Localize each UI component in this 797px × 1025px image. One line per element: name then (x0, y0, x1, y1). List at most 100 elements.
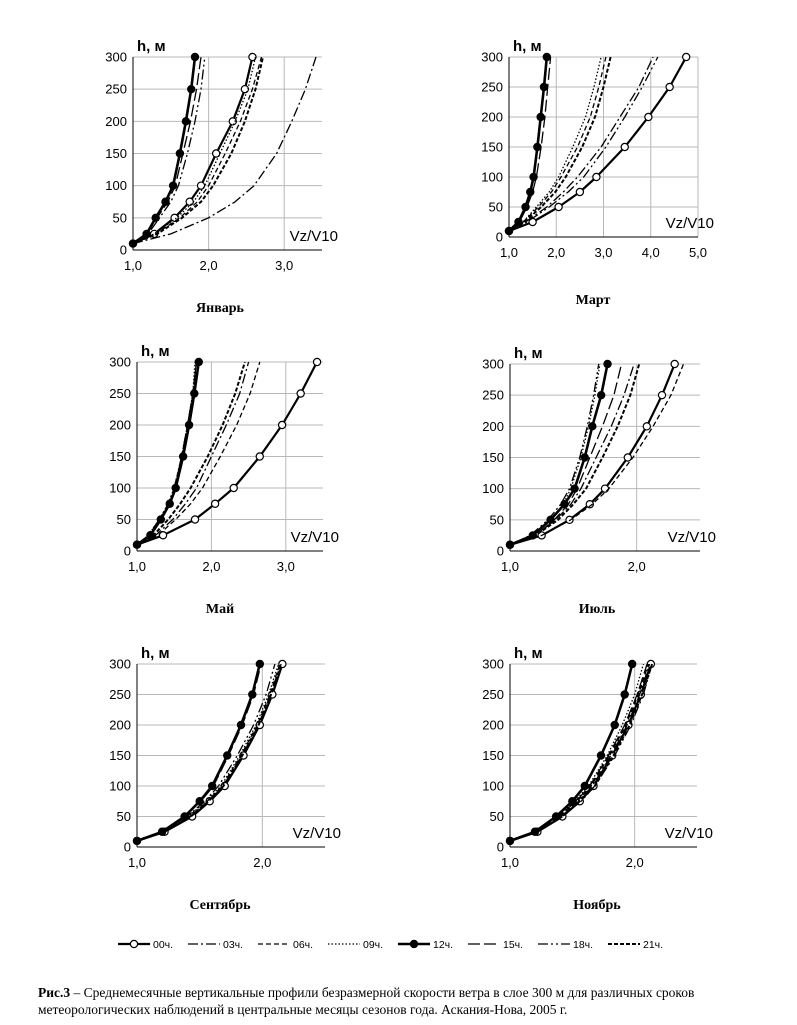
x-tick-label: 1,0 (501, 559, 519, 574)
y-axis-label: h, м (514, 645, 543, 662)
legend-entry: 12ч. (433, 939, 453, 951)
y-tick-label: 100 (105, 178, 127, 193)
x-axis-label: Vz/V10 (668, 529, 716, 546)
series-line-21ч (136, 361, 246, 546)
y-tick-label: 100 (109, 779, 131, 794)
legend-entry: 15ч. (503, 939, 523, 951)
chart-4: 0 50 100 150 200 250 300 1,0 2,0 h, м Vz/V10 Июль (482, 345, 716, 617)
x-tick-label: 2,0 (626, 855, 644, 870)
y-tick-label: 300 (109, 355, 131, 370)
data-point (554, 202, 563, 212)
legend-marker (129, 939, 139, 949)
y-tick-label: 50 (117, 512, 131, 527)
y-tick-label: 50 (117, 809, 131, 824)
series-line-00ч (509, 363, 676, 546)
x-tick-label: 2,0 (628, 559, 646, 574)
series-line-06ч (509, 363, 685, 546)
data-point (588, 422, 597, 431)
data-point (248, 52, 257, 62)
y-tick-label: 100 (482, 481, 504, 496)
data-point (194, 357, 203, 367)
data-point (529, 172, 538, 182)
chart-title: Март (576, 293, 611, 308)
y-tick-label: 150 (482, 450, 504, 465)
series-line-09ч (136, 663, 280, 842)
series-line-03ч (508, 56, 654, 232)
x-axis-label: Vz/V10 (666, 215, 714, 232)
y-tick-label: 0 (497, 544, 504, 559)
series-line-21ч (508, 56, 612, 232)
data-point (610, 720, 619, 730)
data-point (620, 690, 629, 699)
y-tick-label: 100 (109, 481, 131, 496)
series-line-06ч (508, 56, 607, 232)
data-point (533, 142, 542, 152)
x-tick-label: 2,0 (200, 258, 218, 273)
legend-entry: 21ч. (643, 939, 663, 951)
data-point (620, 142, 629, 152)
y-tick-label: 150 (105, 146, 127, 161)
x-tick-label: 1,0 (128, 559, 146, 574)
y-tick-label: 0 (497, 840, 504, 855)
x-tick-label: 1,0 (500, 245, 518, 260)
data-point (255, 452, 264, 461)
x-tick-label: 2,0 (547, 245, 565, 260)
y-tick-label: 0 (496, 230, 503, 245)
legend-entry: 09ч. (363, 939, 383, 951)
y-tick-label: 0 (124, 544, 131, 559)
y-tick-label: 200 (109, 418, 131, 433)
y-tick-label: 50 (489, 200, 503, 215)
series-line-03ч (132, 56, 317, 245)
data-point (681, 52, 691, 62)
y-axis-label: h, м (141, 645, 170, 662)
series-line-18ч (132, 56, 206, 245)
chart-title: Ноябрь (573, 898, 621, 913)
data-point (642, 422, 652, 431)
y-tick-label: 0 (120, 243, 127, 258)
data-point (657, 390, 667, 400)
y-tick-label: 100 (481, 170, 503, 185)
chart-title: Сентябрь (189, 898, 251, 913)
legend-entry: 06ч. (293, 939, 313, 951)
x-axis-label: Vz/V10 (665, 825, 713, 842)
data-point (228, 117, 237, 126)
data-point (277, 420, 287, 430)
x-tick-label: 1,0 (124, 258, 142, 273)
x-tick-label: 2,0 (253, 855, 271, 870)
y-tick-label: 250 (109, 386, 131, 401)
x-axis-label: Vz/V10 (293, 825, 341, 842)
y-tick-label: 100 (482, 779, 504, 794)
y-axis-label: h, м (514, 345, 543, 362)
data-point (596, 751, 606, 760)
y-axis-label: h, м (141, 343, 170, 360)
x-tick-label: 4,0 (642, 245, 660, 260)
y-tick-label: 150 (481, 140, 503, 155)
x-axis-label: Vz/V10 (291, 529, 339, 546)
data-point (190, 515, 200, 524)
y-tick-label: 200 (105, 114, 127, 129)
data-point (185, 197, 194, 206)
data-point (210, 499, 220, 508)
chart-title: Май (206, 602, 234, 617)
x-tick-label: 2,0 (202, 559, 220, 574)
series-line-03ч (509, 663, 651, 842)
y-tick-label: 200 (482, 718, 504, 733)
series-line-00ч (509, 663, 652, 842)
x-tick-label: 5,0 (689, 245, 707, 260)
legend-entry: 03ч. (223, 939, 243, 951)
series-line-06ч (509, 663, 650, 842)
data-point (575, 187, 585, 197)
data-point (580, 781, 590, 791)
y-tick-label: 300 (482, 357, 504, 372)
data-point (211, 149, 221, 158)
y-tick-label: 250 (105, 82, 127, 97)
y-tick-label: 0 (124, 840, 131, 855)
x-tick-label: 3,0 (594, 245, 612, 260)
chart-3: 0 50 100 150 200 250 300 1,0 2,0 3,0 h, м Vz/V10 Май (109, 343, 339, 617)
data-point (580, 453, 589, 462)
chart-title: Январь (196, 301, 245, 316)
chart-title: Июль (579, 602, 616, 617)
series-line-09ч (136, 361, 196, 546)
series-line-18ч (136, 663, 276, 842)
data-point (597, 390, 606, 400)
